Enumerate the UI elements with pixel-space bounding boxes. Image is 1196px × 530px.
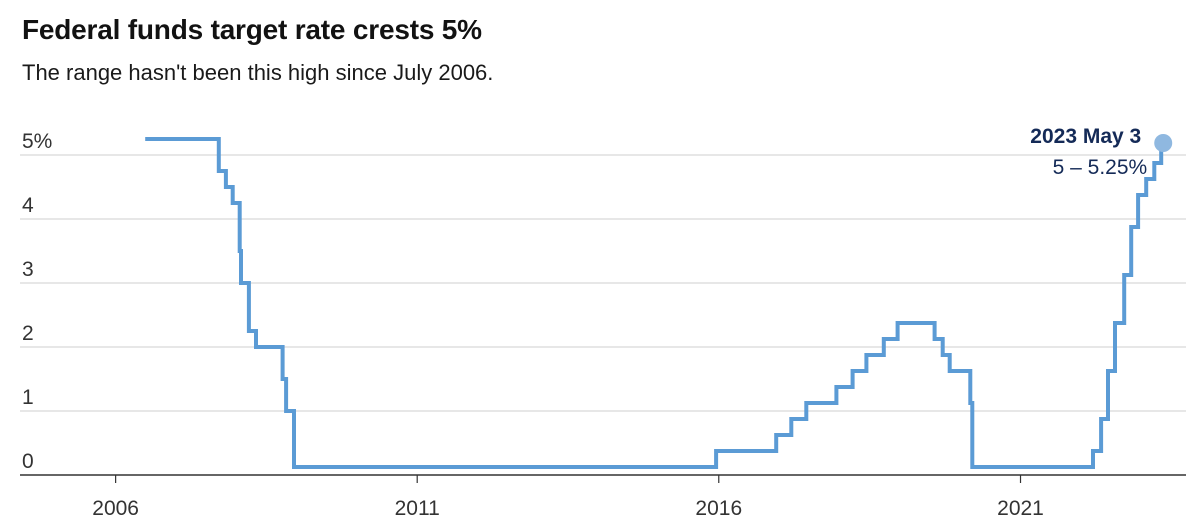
x-tick-label: 2021 bbox=[997, 497, 1044, 520]
y-tick-label: 1 bbox=[22, 386, 34, 409]
y-tick-label: 0 bbox=[22, 450, 34, 473]
chart-title: Federal funds target rate crests 5% bbox=[22, 14, 482, 45]
grid-lines bbox=[20, 154, 1186, 476]
chart-subtitle: The range hasn't been this high since Ju… bbox=[22, 60, 494, 85]
y-tick-label: 2 bbox=[22, 322, 34, 345]
x-axis-ticks: 2006 2011 2016 2021 bbox=[92, 475, 1044, 520]
x-tick-label: 2011 bbox=[395, 497, 440, 520]
rate-series-line bbox=[145, 137, 1164, 469]
y-tick-label: 4 bbox=[22, 194, 34, 217]
y-tick-label: 3 bbox=[22, 258, 34, 281]
x-tick-label: 2016 bbox=[695, 497, 742, 520]
x-tick-label: 2006 bbox=[92, 497, 139, 520]
y-tick-label: 5% bbox=[22, 130, 52, 153]
latest-rate-dot bbox=[1154, 134, 1173, 152]
annotation-value-label: 5 – 5.25% bbox=[1053, 156, 1148, 179]
y-axis-ticks: 0 1 2 3 4 5% bbox=[22, 130, 52, 473]
annotation-date-label: 2023 May 3 bbox=[1030, 125, 1141, 148]
